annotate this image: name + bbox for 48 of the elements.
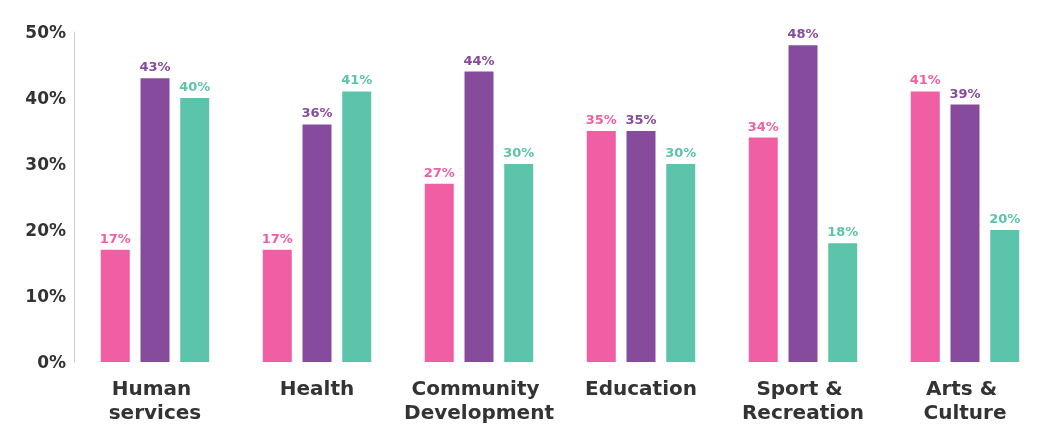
data-label: 18%	[827, 224, 859, 240]
x-tick-label: Health	[279, 376, 355, 400]
bar	[828, 243, 858, 362]
data-label: 30%	[503, 145, 535, 160]
data-label: 40%	[179, 79, 211, 94]
x-tick-label: Community Development	[404, 376, 555, 424]
bar	[180, 98, 210, 362]
bar	[950, 104, 980, 362]
data-label: 17%	[99, 230, 131, 246]
data-label: 35%	[625, 112, 657, 127]
y-tick-label: 0%	[37, 352, 66, 372]
bar	[100, 249, 130, 362]
data-label: 35%	[585, 112, 617, 127]
data-label: 36%	[301, 105, 333, 121]
y-tick-label: 10%	[25, 286, 66, 306]
y-tick-label: 50%	[25, 22, 66, 42]
data-label: 17%	[261, 230, 293, 246]
x-tick-label: Education	[585, 376, 697, 400]
x-tick-label: Arts & Culture	[923, 376, 1007, 424]
bar	[504, 164, 534, 362]
data-label: 48%	[787, 26, 819, 42]
bar	[262, 249, 292, 362]
bar	[748, 137, 778, 362]
data-label: 41%	[909, 72, 941, 88]
data-label: 39%	[949, 85, 981, 101]
bar	[990, 230, 1020, 362]
y-tick-label: 40%	[25, 88, 66, 108]
bar	[788, 45, 818, 362]
bar	[464, 71, 494, 362]
y-tick-label: 30%	[25, 154, 66, 174]
y-tick-label: 20%	[25, 220, 66, 240]
bar	[626, 131, 656, 362]
x-tick-label: Human services	[108, 376, 202, 424]
data-label: 43%	[139, 59, 171, 75]
data-label: 20%	[989, 211, 1021, 226]
data-label: 41%	[341, 72, 373, 88]
bar	[140, 78, 170, 362]
data-label: 44%	[463, 52, 495, 68]
bar	[342, 91, 372, 362]
data-label: 34%	[747, 118, 779, 134]
bar	[302, 124, 332, 362]
bar	[910, 91, 940, 362]
bar	[586, 131, 616, 362]
bar	[424, 183, 454, 362]
data-label: 30%	[665, 145, 697, 160]
bar	[666, 164, 696, 362]
x-tick-label: Sport & Recreation	[741, 376, 865, 424]
data-label: 27%	[423, 164, 455, 180]
